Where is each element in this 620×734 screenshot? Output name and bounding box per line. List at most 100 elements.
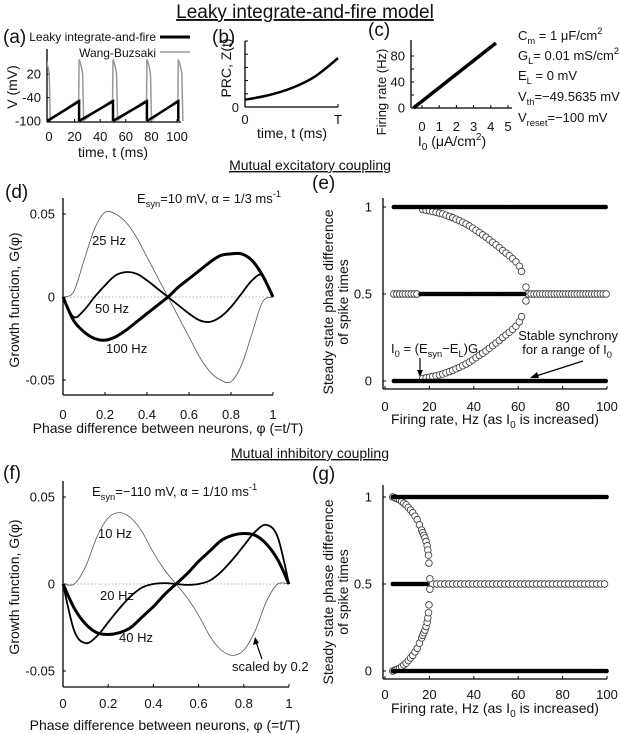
param-cm: Cm = 1 μF/cm2	[518, 26, 602, 46]
x-tick-label: 40	[93, 129, 107, 144]
x-tick-label: 0	[381, 687, 388, 702]
curve-label-25hz: 25 Hz	[92, 233, 126, 248]
unstable-point	[424, 609, 433, 617]
annotation-stable-sync-1: Stable synchrony	[518, 328, 618, 343]
x-tick-label: 0	[381, 399, 388, 414]
annotation-f: Esyn=−110 mV, α = 1/10 ms-1	[92, 482, 257, 502]
x-tick-label: 40	[467, 399, 481, 414]
x-axis-label-e: Firing rate, Hz (as I0 is increased)	[391, 411, 599, 431]
panel-label-b: (b)	[212, 27, 235, 48]
stable-point	[604, 668, 609, 674]
x-tick-label: 0.8	[235, 696, 253, 711]
y-axis-label-g-line1: Steady state phase difference	[320, 499, 336, 684]
series-leaky-integrate-and-fire	[46, 99, 180, 123]
annotation-stable-sync-2: for a range of I0	[522, 342, 612, 360]
unstable-point	[517, 312, 526, 321]
note-scaled: scaled by 0.2	[232, 659, 309, 674]
unstable-point	[424, 551, 433, 559]
arrow-head-scaled	[253, 637, 259, 645]
y-axis-label-e-line1: Steady state phase difference	[320, 209, 336, 394]
unstable-point	[600, 580, 609, 588]
unstable-point	[602, 290, 610, 298]
x-axis-label-f: Phase difference between neurons, φ (=t/…	[30, 717, 301, 733]
panel-label-e: (e)	[312, 173, 335, 194]
section-heading-excitatory: Mutual excitatory coupling	[229, 157, 391, 173]
y-tick-label: 20	[27, 67, 41, 82]
x-tick-label: 0	[418, 119, 425, 134]
x-tick-label: 0	[45, 129, 52, 144]
y-axis-label-b: PRC, Z(t)	[218, 38, 234, 97]
curve-label-20hz: 20 Hz	[100, 588, 134, 603]
x-tick-label: 100	[596, 687, 618, 702]
x-tick-label: 80	[144, 129, 158, 144]
param-vreset: Vreset=−100 mV	[518, 110, 608, 128]
curve-label-10hz: 10 Hz	[98, 526, 132, 541]
x-tick-label: 0	[59, 407, 66, 422]
figure-title: Leaky integrate-and-fire model	[176, 2, 434, 23]
legend-label-wb: Wang-Buzsaki	[79, 46, 156, 60]
x-tick-label: 2	[453, 119, 460, 134]
x-tick-label: 80	[555, 399, 569, 414]
x-tick-label: 60	[511, 399, 525, 414]
stable-point	[522, 291, 527, 297]
x-axis-label-c: I0 (μA/cm2)	[418, 132, 486, 153]
curve-label-100hz: 100 Hz	[106, 341, 147, 356]
y-axis-label-c: Firing rate (Hz)	[374, 49, 389, 136]
unstable-point	[426, 585, 434, 593]
x-tick-label: 60	[511, 687, 525, 702]
series-prc	[244, 57, 339, 101]
curve-label-40hz: 40 Hz	[119, 630, 153, 645]
y-tick-label: 1	[365, 200, 372, 215]
panel-label-d: (d)	[5, 182, 28, 203]
panel-label-a: (a)	[3, 27, 26, 48]
y-tick-label: 40	[391, 75, 405, 90]
y-tick-label: 1	[365, 490, 372, 505]
x-axis-label-g: Firing rate, Hz (as I0 is increased)	[391, 700, 599, 720]
x-tick-label: 1	[436, 119, 443, 134]
y-tick-label: 0	[48, 290, 55, 305]
annotation-threshold: I0 = (Esyn−EL)GL	[391, 341, 483, 359]
x-tick-label: 40	[467, 687, 481, 702]
x-tick-label: 20	[67, 129, 81, 144]
section-heading-inhibitory: Mutual inhibitory coupling	[231, 445, 389, 461]
x-axis-label-b: time, t (ms)	[257, 125, 327, 141]
stable-point	[603, 204, 608, 210]
x-tick-label: 80	[555, 687, 569, 702]
series-firing-rate	[412, 41, 498, 110]
y-axis-label-g-line2: of spike times	[335, 549, 351, 635]
series-40hz	[61, 532, 291, 636]
x-tick-label: 20	[422, 399, 436, 414]
x-tick-label: 1	[285, 696, 292, 711]
panel-label-g: (g)	[312, 464, 335, 485]
param-gl: GL= 0.01 mS/cm2	[518, 46, 619, 66]
x-tick-label: 0	[59, 696, 66, 711]
x-tick-label: 5	[504, 119, 511, 134]
unstable-point	[426, 575, 434, 583]
series-100hz	[61, 251, 275, 342]
unstable-point	[522, 283, 530, 291]
y-axis-label-a: V (mV)	[4, 65, 20, 109]
y-axis-label-d: Growth function, G(φ)	[6, 232, 22, 367]
y-tick-label: 0	[48, 577, 55, 592]
panel-label-f: (f)	[3, 463, 21, 484]
x-tick-label: 0.2	[96, 407, 114, 422]
arrow-head-stable-sync	[530, 372, 539, 378]
unstable-point	[522, 297, 530, 305]
stable-point	[424, 581, 430, 587]
arrow-stable-sync	[532, 360, 584, 378]
unstable-point	[425, 559, 433, 567]
curve-label-50hz: 50 Hz	[95, 301, 129, 316]
param-el: EL = 0 mV	[518, 68, 577, 86]
y-tick-label: -0.05	[25, 664, 55, 679]
y-tick-label: 0.05	[30, 490, 55, 505]
x-tick-label: 3	[470, 119, 477, 134]
y-tick-label: 0	[365, 374, 372, 389]
x-tick-label: 100	[166, 129, 188, 144]
param-vth: Vth=−49.5635 mV	[518, 89, 620, 107]
x-tick-label: 0.6	[190, 696, 208, 711]
y-tick-label: -40	[22, 90, 41, 105]
y-tick-label: -100	[15, 114, 41, 129]
y-tick-label: 0	[365, 664, 372, 679]
series-wang-buzsaki	[47, 59, 184, 122]
y-tick-label: 0.05	[30, 207, 55, 222]
